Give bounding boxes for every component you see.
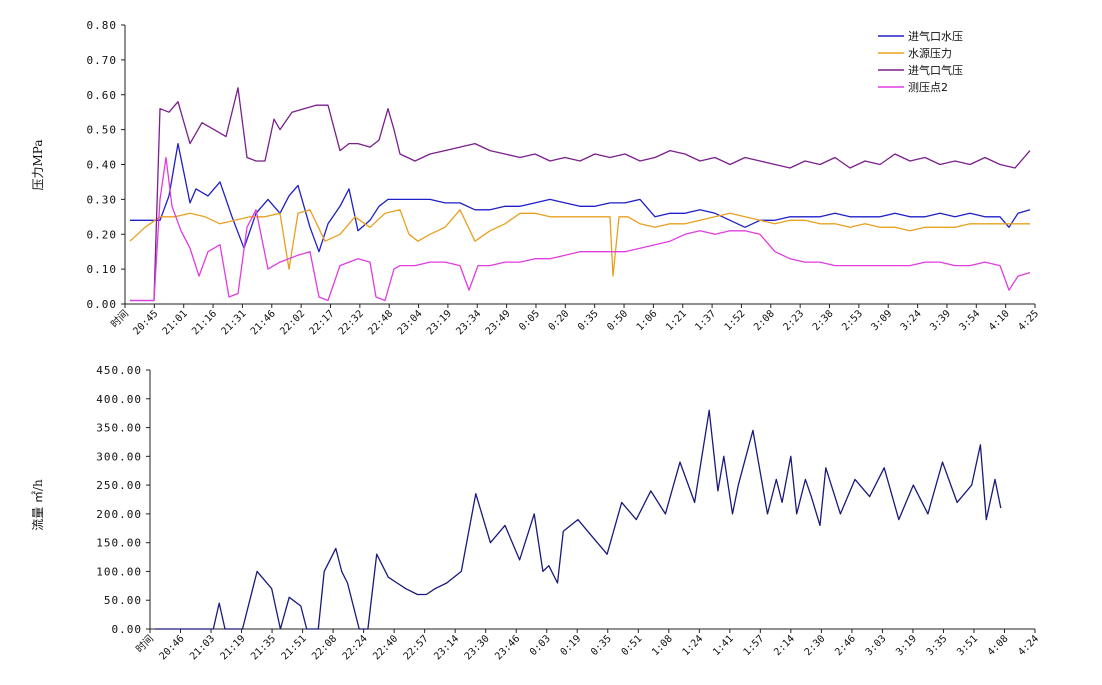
x-tick-label: 20:46 (158, 633, 187, 662)
flow-chart: 0.00 50.00 100.00 150.00 200.00 250.00 300.00 3… (31, 364, 1041, 662)
x-tick-label: 2:14 (772, 633, 797, 658)
x-tick-label: 21:16 (190, 308, 219, 337)
x-tick-label: 2:53 (840, 308, 865, 333)
x-tick-label: 22:08 (310, 633, 339, 662)
x-tick-label: 22:48 (366, 308, 395, 337)
x-tick-label: 2:23 (781, 308, 806, 333)
y-tick-label: 0.40 (87, 159, 118, 172)
y-tick-label: 300.00 (96, 450, 142, 463)
x-tick-label: 23:46 (493, 633, 522, 662)
y-tick-label: 0.20 (87, 228, 118, 241)
y-axis-label: 压力MPa (31, 140, 45, 191)
x-tick-label: 23:30 (463, 633, 492, 662)
legend-label: 测压点2 (908, 81, 948, 94)
x-tick-label: 4:10 (987, 308, 1012, 333)
y-tick-label: 0.10 (87, 263, 118, 276)
x-tick-label: 22:17 (308, 308, 337, 337)
x-tick-label: 2:30 (803, 633, 828, 658)
x-tick-label: 21:03 (188, 633, 217, 662)
x-tick-label: 2:08 (752, 308, 777, 333)
x-tick-label: 21:19 (219, 633, 248, 662)
y-tick-label: 0.70 (87, 54, 118, 67)
x-tick-label: 22:40 (371, 633, 400, 662)
x-tick-label: 23:14 (432, 633, 461, 662)
x-tick-label: 1:37 (693, 308, 718, 333)
x-tick-label: 4:08 (986, 633, 1011, 658)
x-tick-label: 1:52 (723, 308, 748, 333)
y-tick-label: 0.30 (87, 193, 118, 206)
x-tick-label: 1:06 (635, 308, 660, 333)
x-tick-label: 0:35 (589, 633, 614, 658)
y-tick-label: 0.80 (87, 19, 118, 32)
x-tick-label: 4:25 (1016, 308, 1041, 333)
x-tick-label: 21:31 (219, 308, 248, 337)
y-tick-label: 50.00 (104, 594, 142, 607)
x-tick-label: 3:09 (870, 308, 895, 333)
x-tick-label: 0:03 (528, 633, 553, 658)
y-tick-label: 200.00 (96, 508, 142, 521)
x-tick-label: 23:49 (484, 308, 513, 337)
x-tick-label: 1:21 (664, 308, 689, 333)
x-tick-label: 23:34 (454, 308, 483, 337)
y-tick-label: 400.00 (96, 393, 142, 406)
series-line-3 (130, 87, 1031, 302)
y-axis-label: 流量 ㎡/h (31, 479, 45, 531)
y-tick-label: 150.00 (96, 537, 142, 550)
legend-label: 进气口水压 (908, 29, 963, 43)
x-tick-label: 20:45 (131, 308, 160, 337)
series-line-4 (130, 156, 1031, 302)
y-tick-label: 0.60 (87, 89, 118, 102)
series-line-1 (155, 409, 1002, 630)
x-tick-label: 0:51 (620, 633, 645, 658)
x-tick-label: 1:57 (742, 633, 767, 658)
y-tick-label: 100.00 (96, 565, 142, 578)
x-tick-label: 22:32 (337, 308, 366, 337)
x-tick-label: 21:46 (249, 308, 278, 337)
x-tick-label: 3:54 (958, 308, 983, 333)
x-tick-label: 2:38 (811, 308, 836, 333)
y-tick-label: 450.00 (96, 364, 142, 377)
x-tick-label: 4:24 (1016, 633, 1041, 658)
x-tick-label: 0:20 (547, 308, 572, 333)
legend-label: 水源压力 (908, 46, 952, 60)
x-tick-label: 1:08 (650, 633, 675, 658)
x-tick-label: 23:04 (396, 308, 425, 337)
y-tick-label: 0.50 (87, 124, 118, 137)
x-tick-label: 3:39 (928, 308, 953, 333)
x-tick-label: 23:19 (425, 308, 454, 337)
x-tick-label: 3:19 (894, 633, 919, 658)
x-tick-label: 3:51 (955, 633, 980, 658)
x-tick-label: 3:03 (864, 633, 889, 658)
y-tick-label: 0.00 (87, 298, 118, 311)
x-tick-label: 21:51 (280, 633, 309, 662)
x-tick-label: 22:57 (402, 633, 431, 662)
y-tick-label: 250.00 (96, 479, 142, 492)
x-tick-label: 3:24 (899, 308, 924, 333)
y-tick-label: 350.00 (96, 422, 142, 435)
pressure-chart: 0.00 0.10 0.20 0.30 0.40 0.50 0.60 0.70 0.80 压力MP… (31, 19, 1041, 337)
x-tick-label: 21:35 (249, 633, 278, 662)
x-tick-label: 22:02 (278, 308, 307, 337)
x-tick-label: 1:41 (711, 633, 736, 658)
x-tick-label: 2:46 (833, 633, 858, 658)
x-tick-label: 21:01 (161, 308, 190, 337)
x-tick-label: 0:05 (517, 308, 542, 333)
x-tick-label: 0:35 (576, 308, 601, 333)
series-line-2 (129, 209, 1030, 277)
x-tick-label: 0:50 (605, 308, 630, 333)
legend-label: 进气口气压 (908, 63, 963, 77)
x-tick-label: 0:19 (559, 633, 584, 658)
y-tick-label: 0.00 (112, 623, 143, 636)
x-tick-label: 22:24 (341, 633, 370, 662)
series-line-1 (130, 142, 1031, 253)
x-tick-label: 3:35 (925, 633, 950, 658)
x-tick-label: 1:24 (681, 633, 706, 658)
